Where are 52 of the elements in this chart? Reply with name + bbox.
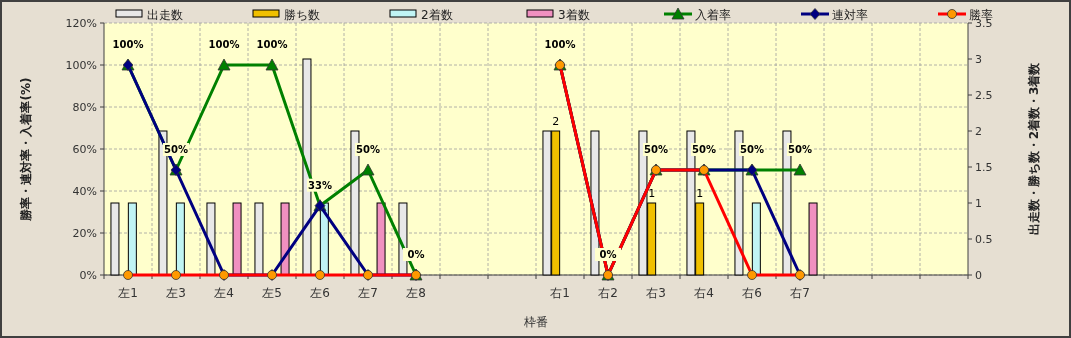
data-label: 1 xyxy=(696,187,704,200)
data-label: 2 xyxy=(552,115,560,128)
legend-label: 3着数 xyxy=(558,8,590,22)
x-tick-label: 左5 xyxy=(262,286,282,300)
data-label: 50% xyxy=(788,144,812,155)
data-label: 50% xyxy=(356,144,380,155)
y2-tick-label: 1 xyxy=(975,197,982,210)
y2-axis-title: 出走数・勝ち数・2着数・3着数 xyxy=(1027,61,1041,236)
data-label: 50% xyxy=(740,144,764,155)
x-tick-label: 左3 xyxy=(166,286,186,300)
y2-tick-label: 2 xyxy=(975,125,982,138)
y-tick-label: 40% xyxy=(72,185,97,198)
y2-tick-label: 2.5 xyxy=(975,89,993,102)
data-label: 0% xyxy=(599,249,617,260)
y-tick-label: 100% xyxy=(65,59,97,72)
x-tick-label: 右2 xyxy=(598,286,618,300)
y2-tick-label: 1.5 xyxy=(975,161,993,174)
y-tick-label: 120% xyxy=(65,17,97,30)
x-tick-label: 右7 xyxy=(790,286,810,300)
x-tick-label: 右4 xyxy=(694,286,714,300)
y2-tick-label: 0 xyxy=(975,269,982,282)
y2-tick-label: 3 xyxy=(975,53,982,66)
legend-label: 連対率 xyxy=(832,8,868,22)
x-tick-label: 左6 xyxy=(310,286,330,300)
data-label: 100% xyxy=(544,39,576,50)
data-label: 100% xyxy=(112,39,144,50)
legend-label: 2着数 xyxy=(421,8,453,22)
y-tick-label: 20% xyxy=(72,227,97,240)
y-tick-label: 60% xyxy=(72,143,97,156)
x-tick-label: 右3 xyxy=(646,286,666,300)
y-tick-label: 0% xyxy=(79,269,97,282)
data-label: 0% xyxy=(407,249,425,260)
data-label: 1 xyxy=(648,187,656,200)
y-axis-title: 勝率・連対率・入着率(%) xyxy=(19,77,33,222)
x-tick-label: 左1 xyxy=(118,286,138,300)
x-tick-label: 左4 xyxy=(214,286,234,300)
x-tick-label: 左8 xyxy=(406,286,426,300)
x-tick-label: 左7 xyxy=(358,286,378,300)
data-label: 100% xyxy=(256,39,288,50)
data-label: 50% xyxy=(692,144,716,155)
y2-tick-label: 0.5 xyxy=(975,233,993,246)
legend-label: 勝ち数 xyxy=(284,8,320,22)
legend-label: 出走数 xyxy=(147,8,183,22)
data-label: 50% xyxy=(644,144,668,155)
x-tick-label: 右6 xyxy=(742,286,762,300)
x-axis-title: 枠番 xyxy=(523,315,548,329)
data-label: 33% xyxy=(308,179,332,191)
data-label: 100% xyxy=(208,39,240,50)
y-tick-label: 80% xyxy=(72,101,97,114)
x-tick-label: 右1 xyxy=(550,286,570,300)
data-label: 50% xyxy=(164,144,188,155)
legend-label: 入着率 xyxy=(695,8,731,22)
